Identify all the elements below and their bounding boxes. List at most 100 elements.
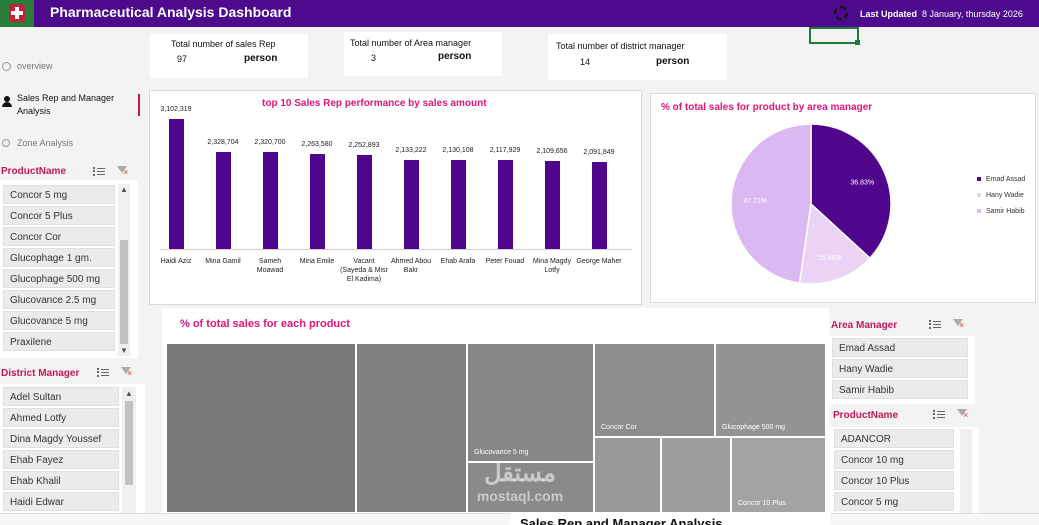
district-slicer-tools [97,367,133,379]
pie-legend-item: Samir Habib [977,208,1025,215]
scroll-up-icon[interactable]: ▲ [125,389,133,398]
kpi-value: 3 [371,53,377,63]
treemap-cell-3[interactable]: Concor Cor [594,343,715,437]
slicer-item[interactable]: Ahmed Lotfy [3,408,119,427]
slicer-item[interactable]: Concor 10 mg [834,450,954,469]
area-slicer-list: Emad Assad Hany Wadie Samir Habib [829,336,975,404]
treemap-cell-1[interactable] [356,343,467,513]
pie-slice-2[interactable] [730,123,812,285]
slicer-item[interactable]: Concor 10 Plus [834,471,954,490]
last-updated-label: Last Updated [860,9,918,19]
bar-3[interactable] [310,154,325,249]
bar-6[interactable] [451,159,466,249]
bar-value-label: 2,109,656 [536,147,568,155]
slicer-item[interactable]: Haidi Edwar [3,492,119,511]
clear-filter-icon[interactable] [957,409,968,420]
slicer-item[interactable]: Glucovance 5 mg [3,311,115,330]
treemap-cell-6[interactable] [661,437,731,513]
bar-category-label: Mina Emile [299,258,335,265]
bar-chart-x-axis [160,249,632,250]
bar-1[interactable] [216,151,231,249]
bar-chart-area: 3,102,319 Haidi Aziz 2,328,704 Mina Gamil 2,… [150,91,643,306]
scroll-thumb[interactable] [120,240,128,344]
slicer-item[interactable]: Praxilene [3,332,115,351]
treemap-cell-4[interactable]: Glucophage 500 mg [715,343,826,437]
treemap-label: Concor 10 Plus [738,500,786,507]
scroll-down-icon[interactable]: ▼ [120,346,128,355]
mostaql-watermark: مستقل mostaql.com [450,460,590,510]
slicer-item[interactable]: Glucophage 500 mg [3,269,115,288]
clear-filter-icon[interactable] [121,367,132,378]
person-icon [2,96,12,107]
bar-value-label: 2,328,704 [207,138,239,146]
slicer-item[interactable]: Concor 5 Plus [3,206,115,225]
bar-value-label: 2,117,929 [489,147,521,155]
multi-select-icon[interactable] [929,319,941,330]
refresh-icon[interactable] [834,6,848,20]
slicer-item[interactable]: Adel Sultan [3,387,119,406]
treemap-cell-2[interactable]: Glucovance 5 mg [467,343,594,462]
slicer-item[interactable]: ADANCOR [834,429,954,448]
pie-slice-label: 47.71% [743,198,767,205]
product-right-slicer-list: ADANCOR Concor 10 mg Concor 10 Plus Conc… [829,427,979,513]
treemap-cell-glucovance-bottom[interactable] [467,462,594,513]
treemap-cell-0[interactable] [166,343,356,513]
bottom-page-tab[interactable]: Sales Rep and Manager Analysis [510,513,830,525]
clear-filter-icon[interactable] [953,319,964,330]
bar-value-label: 2,091,849 [583,148,615,156]
slicer-item[interactable]: Samir Habib [832,380,968,399]
bar-value-label: 2,320,700 [254,138,286,146]
pie-slice-label: 15.46% [818,255,842,262]
bar-chart-title: top 10 Sales Rep performance by sales am… [262,98,487,109]
legend-swatch [977,193,981,198]
product-right-scrollbar[interactable] [960,429,972,513]
fill-handle[interactable] [855,40,860,45]
last-updated-value: 8 January, thursday 2026 [922,9,1023,19]
treemap-label: Glucovance 5 mg [474,449,529,456]
bar-5[interactable] [404,159,419,249]
scroll-thumb[interactable] [125,401,133,485]
kpi-unit: person [244,53,278,64]
pharmacy-cross-icon [9,4,25,22]
treemap-area: Glucovance 5 mg Concor Cor Glucophage 500 … [166,343,826,513]
bar-value-label: 3,102,319 [160,106,192,114]
slicer-item[interactable]: Ehab Khalil [3,471,119,490]
slicer-item[interactable]: Concor 5 mg [3,185,115,204]
multi-select-icon[interactable] [93,166,105,177]
pie-slice-0[interactable] [810,123,892,260]
legend-swatch [977,177,981,182]
bar-2[interactable] [263,151,278,249]
product-slicer-scrollbar[interactable]: ▲ ▼ [118,184,130,356]
bar-7[interactable] [498,160,513,249]
bar-8[interactable] [545,160,560,249]
slicer-item[interactable]: Hany Wadie [832,359,968,378]
bar-4[interactable] [357,154,372,249]
watermark-logo: مستقل [484,460,556,487]
treemap-cell-7[interactable]: Concor 10 Plus [731,437,826,513]
district-slicer-scrollbar[interactable]: ▲ [122,387,136,513]
bar-category-label: Sameh Moawad [256,258,284,274]
slicer-item[interactable]: Dina Magdy Youssef [3,429,119,448]
slicer-item[interactable]: Concor Cor [3,227,115,246]
product-right-slicer-title: ProductName [833,410,899,421]
bar-9[interactable] [592,161,607,249]
multi-select-icon[interactable] [97,367,109,378]
clear-filter-icon[interactable] [117,166,128,177]
bar-category-label: Mina Gamil [205,258,241,265]
slicer-item[interactable]: Concor 5 mg [834,492,954,511]
selected-cell-outline[interactable] [809,27,859,44]
bar-value-label: 2,133,222 [395,146,427,154]
pie-slice-1[interactable] [798,202,871,285]
multi-select-icon[interactable] [933,409,945,420]
scroll-up-icon[interactable]: ▲ [120,185,128,194]
area-slicer-title: Area Manager [831,320,898,331]
slicer-item[interactable]: Glucophage 1 gm. [3,248,115,267]
app-logo [0,0,34,27]
slicer-item[interactable]: Glucovance 2.5 mg [3,290,115,309]
treemap-cell-5[interactable] [594,437,661,513]
bar-0[interactable] [169,119,184,249]
kpi-district-manager-card: Total number of district manager 14 pers… [548,34,727,80]
slicer-item[interactable]: Emad Assad [832,338,968,357]
slicer-item[interactable]: Ehab Fayez [3,450,119,469]
